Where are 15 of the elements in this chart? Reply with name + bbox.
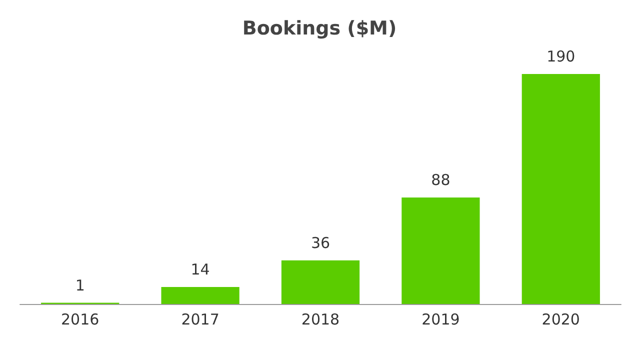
data-label: 36 bbox=[310, 234, 330, 252]
bar bbox=[522, 74, 600, 304]
data-label: 14 bbox=[190, 260, 210, 279]
chart-title: Bookings ($M) bbox=[242, 18, 397, 40]
data-label: 190 bbox=[546, 48, 576, 66]
data-label: 1 bbox=[75, 276, 85, 294]
x-tick-label: 2016 bbox=[61, 310, 100, 328]
bar bbox=[161, 287, 240, 304]
data-label: 88 bbox=[431, 170, 450, 189]
x-tick-label: 2020 bbox=[542, 310, 580, 328]
x-tick-label: 2017 bbox=[181, 310, 220, 328]
x-tick-label: 2018 bbox=[301, 310, 340, 328]
bar bbox=[281, 260, 360, 304]
bar bbox=[402, 197, 480, 304]
x-tick-label: 2019 bbox=[422, 310, 460, 328]
